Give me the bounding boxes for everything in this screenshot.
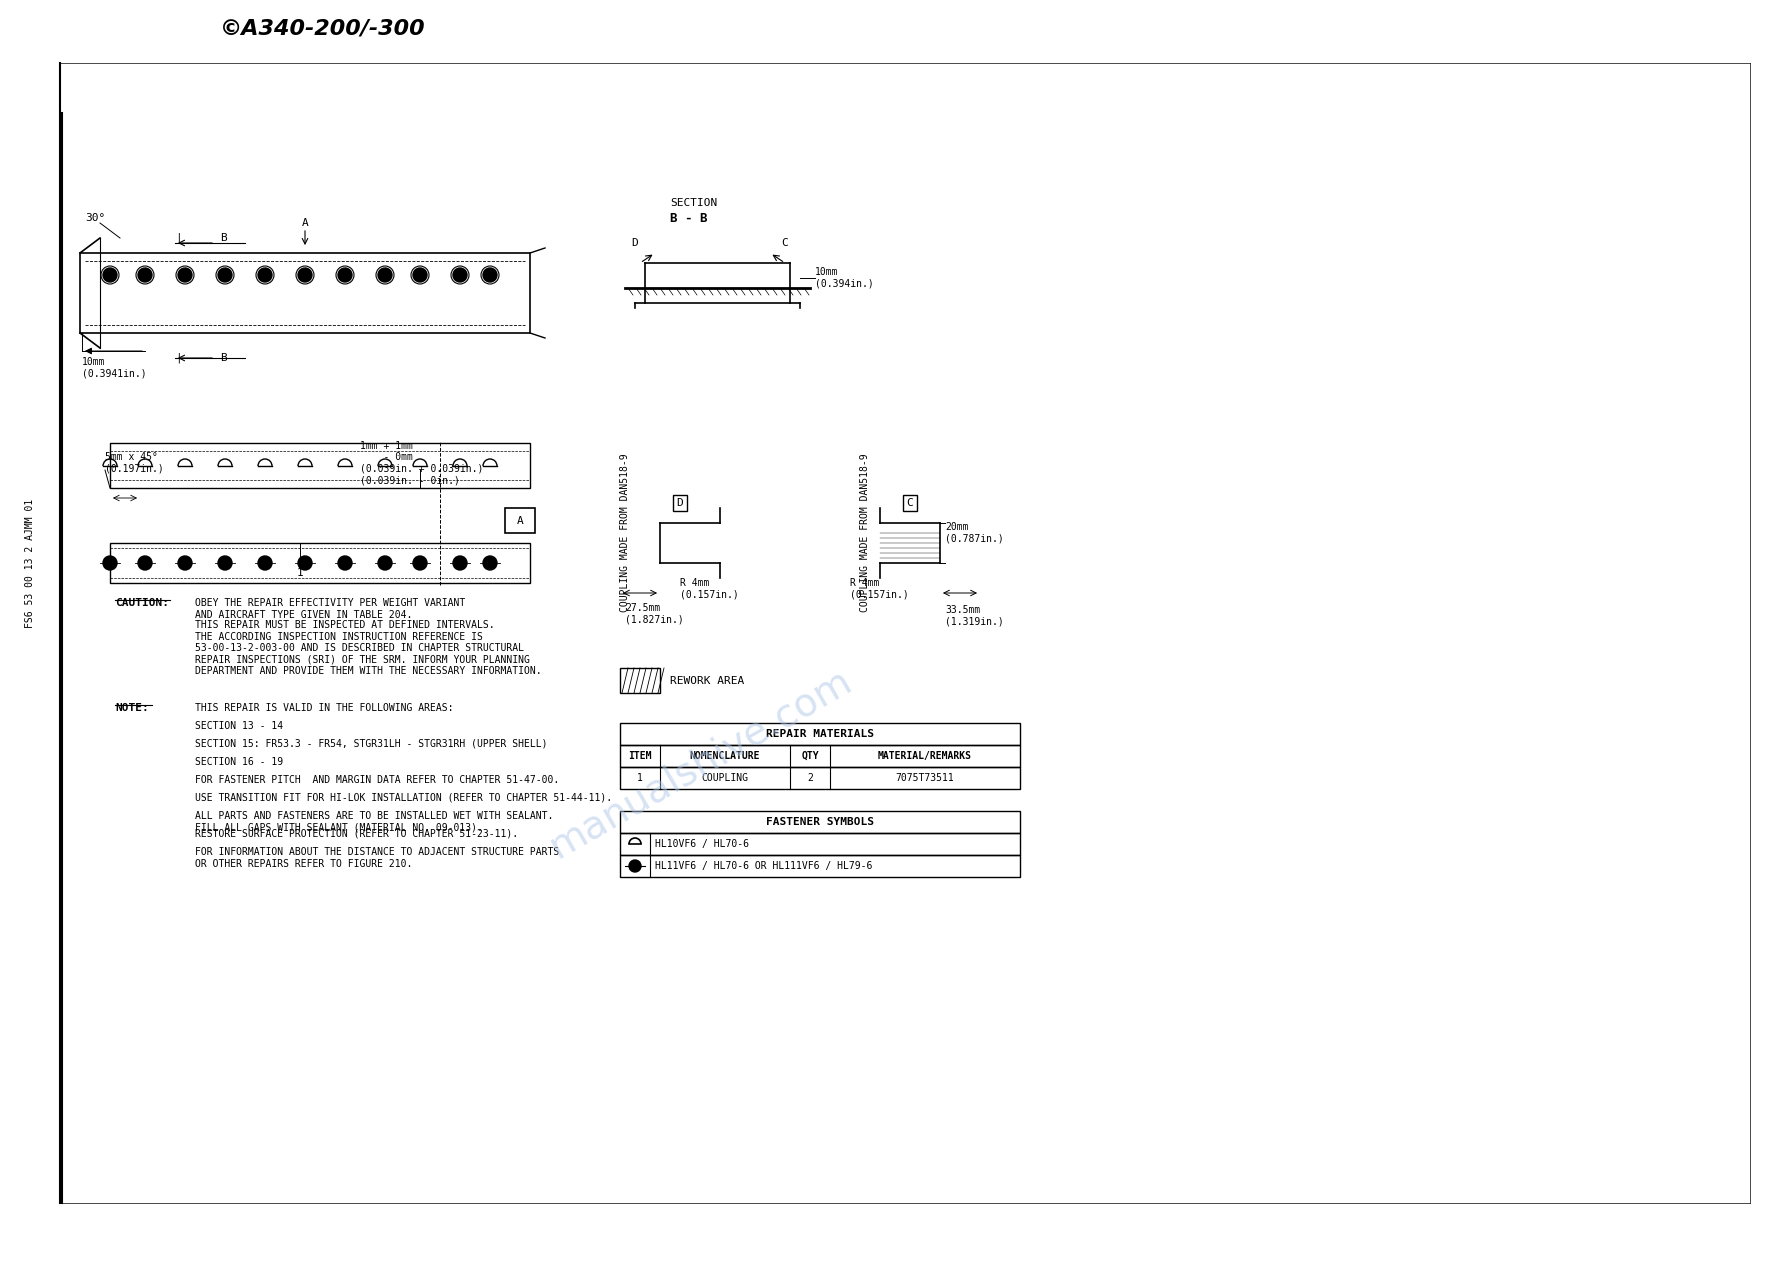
Circle shape — [179, 268, 191, 282]
Text: 1mm + 1mm
    - 0mm
(0.039in. + 0.039in.)
(0.039in. - 0in.): 1mm + 1mm - 0mm (0.039in. + 0.039in.) (0… — [359, 441, 482, 485]
Circle shape — [104, 268, 116, 282]
Bar — [620, 722, 1020, 745]
Text: |: | — [175, 232, 182, 244]
Circle shape — [482, 268, 497, 282]
Circle shape — [338, 268, 352, 282]
Text: 30°: 30° — [86, 213, 105, 224]
Text: REWORK AREA: REWORK AREA — [670, 676, 743, 686]
Bar — [111, 443, 531, 488]
Circle shape — [413, 556, 427, 570]
Bar — [620, 855, 1020, 877]
Text: HL11VF6 / HL70-6 OR HL111VF6 / HL79-6: HL11VF6 / HL70-6 OR HL111VF6 / HL79-6 — [656, 861, 872, 871]
Circle shape — [257, 556, 272, 570]
Text: 20mm
(0.787in.): 20mm (0.787in.) — [945, 522, 1004, 544]
Circle shape — [298, 268, 313, 282]
Text: COUPLING MADE FROM DAN518-9: COUPLING MADE FROM DAN518-9 — [620, 453, 631, 613]
Text: C: C — [906, 498, 913, 508]
Bar — [620, 767, 1020, 789]
Circle shape — [218, 556, 232, 570]
Text: manualshive.com: manualshive.com — [541, 661, 858, 865]
Text: 10mm
(0.394in.): 10mm (0.394in.) — [815, 268, 874, 289]
Bar — [506, 508, 534, 533]
Text: SECTION: SECTION — [670, 198, 717, 208]
Text: A: A — [302, 218, 309, 229]
Text: SECTION 15: FR53.3 - FR54, STGR31LH - STGR31RH (UPPER SHELL): SECTION 15: FR53.3 - FR54, STGR31LH - ST… — [195, 739, 547, 749]
Circle shape — [629, 860, 642, 871]
Text: A: A — [516, 517, 524, 525]
Circle shape — [257, 268, 272, 282]
Text: COUPLING MADE FROM DAN518-9: COUPLING MADE FROM DAN518-9 — [860, 453, 870, 613]
Text: SECTION 16 - 19: SECTION 16 - 19 — [195, 757, 282, 767]
Text: 33.5mm
(1.319in.): 33.5mm (1.319in.) — [945, 605, 1004, 626]
Text: 2: 2 — [808, 773, 813, 783]
Circle shape — [379, 556, 391, 570]
Text: COUPLING: COUPLING — [702, 773, 749, 783]
Text: R 4mm
(0.157in.): R 4mm (0.157in.) — [681, 578, 738, 600]
Text: B: B — [220, 352, 227, 362]
Text: RESTORE SURFACE PROTECTION (REFER TO CHAPTER 51-23-11).: RESTORE SURFACE PROTECTION (REFER TO CHA… — [195, 829, 518, 839]
Text: SECTION 13 - 14: SECTION 13 - 14 — [195, 721, 282, 731]
Text: B - B: B - B — [670, 211, 708, 225]
Text: HL10VF6 / HL70-6: HL10VF6 / HL70-6 — [656, 839, 749, 849]
Text: MATERIAL/REMARKS: MATERIAL/REMARKS — [877, 751, 972, 762]
Text: R 4mm
(0.157in.): R 4mm (0.157in.) — [851, 578, 910, 600]
Circle shape — [413, 268, 427, 282]
Text: QTY: QTY — [801, 751, 818, 762]
Bar — [80, 253, 531, 333]
Circle shape — [452, 268, 466, 282]
Text: OBEY THE REPAIR EFFECTIVITY PER WEIGHT VARIANT
AND AIRCRAFT TYPE GIVEN IN TABLE : OBEY THE REPAIR EFFECTIVITY PER WEIGHT V… — [195, 597, 465, 620]
Text: 5mm x 45°
(0.197in.): 5mm x 45° (0.197in.) — [105, 452, 164, 474]
Text: CAUTION:: CAUTION: — [114, 597, 170, 608]
Text: C: C — [781, 237, 788, 248]
Bar — [620, 834, 1020, 855]
Text: ©A340-200/-300: ©A340-200/-300 — [220, 18, 425, 38]
Circle shape — [338, 556, 352, 570]
Circle shape — [104, 556, 116, 570]
Circle shape — [379, 268, 391, 282]
Text: D: D — [677, 498, 683, 508]
Text: FASTENER SYMBOLS: FASTENER SYMBOLS — [767, 817, 874, 827]
Bar — [620, 745, 1020, 767]
Text: 1: 1 — [636, 773, 643, 783]
Text: THIS REPAIR IS VALID IN THE FOLLOWING AREAS:: THIS REPAIR IS VALID IN THE FOLLOWING AR… — [195, 703, 454, 714]
Text: FOR INFORMATION ABOUT THE DISTANCE TO ADJACENT STRUCTURE PARTS
OR OTHER REPAIRS : FOR INFORMATION ABOUT THE DISTANCE TO AD… — [195, 847, 559, 869]
Circle shape — [452, 556, 466, 570]
Text: 27.5mm
(1.827in.): 27.5mm (1.827in.) — [625, 602, 684, 625]
Text: NOTE:: NOTE: — [114, 703, 148, 714]
Text: THIS REPAIR MUST BE INSPECTED AT DEFINED INTERVALS.
THE ACCORDING INSPECTION INS: THIS REPAIR MUST BE INSPECTED AT DEFINED… — [195, 620, 541, 677]
Bar — [111, 543, 531, 584]
Circle shape — [218, 268, 232, 282]
Text: ALL PARTS AND FASTENERS ARE TO BE INSTALLED WET WITH SEALANT.
FILL ALL GAPS WITH: ALL PARTS AND FASTENERS ARE TO BE INSTAL… — [195, 811, 554, 832]
Circle shape — [482, 556, 497, 570]
Text: 7075T73511: 7075T73511 — [895, 773, 954, 783]
Circle shape — [179, 556, 191, 570]
Text: 1: 1 — [297, 568, 304, 578]
Text: USE TRANSITION FIT FOR HI-LOK INSTALLATION (REFER TO CHAPTER 51-44-11).: USE TRANSITION FIT FOR HI-LOK INSTALLATI… — [195, 793, 613, 803]
Text: FOR FASTENER PITCH  AND MARGIN DATA REFER TO CHAPTER 51-47-00.: FOR FASTENER PITCH AND MARGIN DATA REFER… — [195, 775, 559, 786]
Circle shape — [298, 556, 313, 570]
Text: FS6 53 00 13 2 AJMM 01: FS6 53 00 13 2 AJMM 01 — [25, 499, 36, 628]
Bar — [620, 811, 1020, 834]
Text: B: B — [220, 232, 227, 242]
Text: 10mm
(0.3941in.): 10mm (0.3941in.) — [82, 357, 147, 379]
Text: REPAIR MATERIALS: REPAIR MATERIALS — [767, 729, 874, 739]
Text: ITEM: ITEM — [629, 751, 652, 762]
Bar — [620, 668, 659, 693]
Text: NOMENCLATURE: NOMENCLATURE — [690, 751, 759, 762]
Circle shape — [138, 268, 152, 282]
Text: D: D — [631, 237, 638, 248]
Text: |: | — [175, 352, 182, 364]
Circle shape — [138, 556, 152, 570]
